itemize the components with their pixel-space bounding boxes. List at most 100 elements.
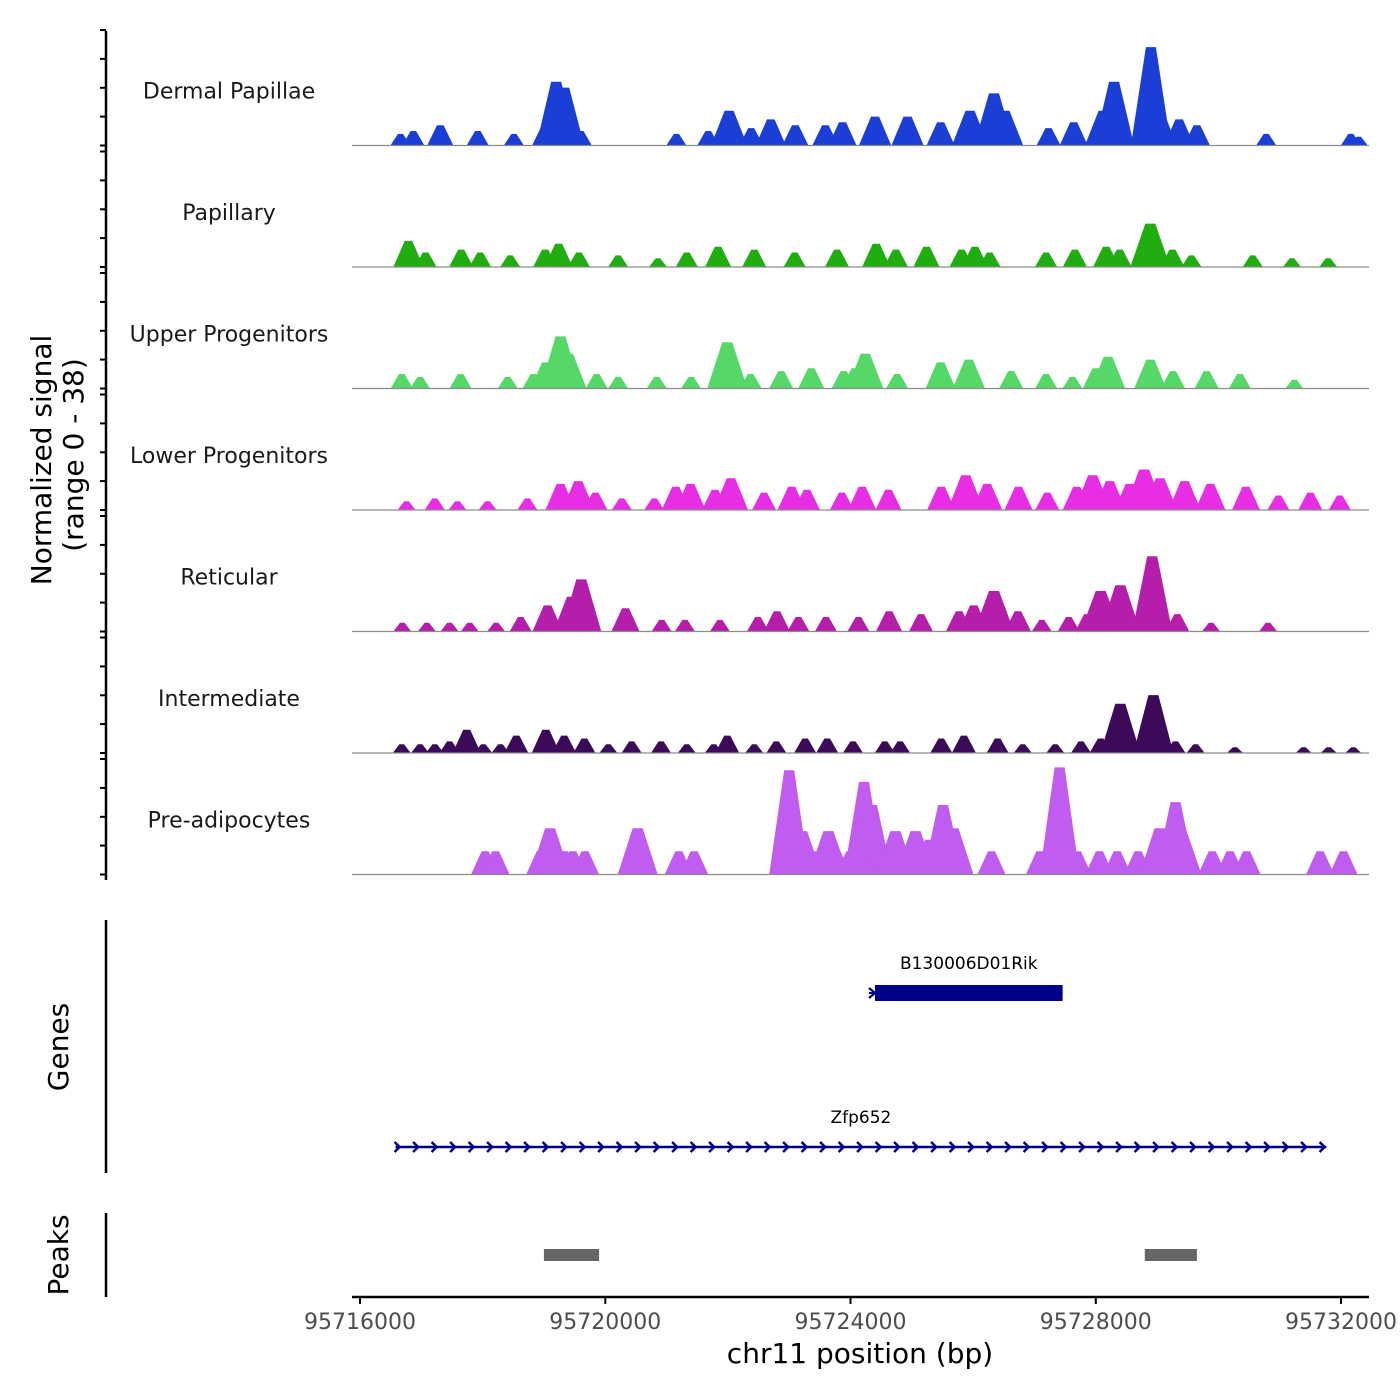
coverage-peak [947,475,984,510]
coverage-peak [1285,379,1304,389]
coverage-peak [766,741,787,753]
strand-chevron [689,1141,698,1153]
strand-chevron [652,1141,661,1153]
coverage-peak [1004,611,1031,632]
coverage-peak [1195,483,1226,510]
coverage-peak [1133,695,1174,753]
coverage-peak [1228,374,1251,389]
coverage-peak [1329,851,1358,875]
coverage-peak [675,483,706,510]
coverage-peak [1164,119,1195,146]
strand-chevron [578,1141,587,1153]
coverage-peak [424,498,445,510]
gene-zfp652: Zfp652 [393,1108,1327,1153]
coverage-peak [621,741,642,753]
coverage-peak [1100,703,1141,753]
coverage-peak [503,133,524,146]
strand-chevron [1170,1141,1179,1153]
track-label: Reticular [180,566,278,591]
coverage-peak [675,252,698,267]
coverage-peak [891,116,924,146]
coverage-peak [986,738,1009,753]
coverage-peak [858,116,892,146]
coverage-peak [417,622,436,632]
coverage-peak [583,492,608,510]
strand-chevron [449,1141,457,1153]
coverage-peak [1031,619,1052,632]
coverage-peak [755,119,786,146]
strand-chevron [874,1141,883,1153]
coverage-peak [1328,495,1351,510]
coverage-peak [707,342,748,389]
coverage-peak [828,122,857,146]
coverage-peak [449,249,474,267]
track-upper-progenitors: Upper Progenitors [130,323,1369,390]
coverage-peak [951,735,976,753]
coverage-peak [677,744,696,753]
coverage-peak [1071,741,1092,753]
coverage-peak [617,828,658,875]
coverage-peak [886,374,909,389]
coverage-peak [1282,258,1301,267]
coverage-peak [848,486,877,510]
x-axis: 95716000 95720000 95724000 95728000 95732000… [304,1295,1397,1370]
coverage-peak [517,498,538,510]
track-label: Lower Progenitors [130,444,328,469]
coverage-peak [611,608,640,632]
x-axis-ticks: 95716000 95720000 95724000 95728000 95732000 [304,1297,1397,1335]
coverage-peak [787,617,810,632]
coverage-peak [393,622,412,632]
strand-chevron [967,1141,975,1153]
track-label: Upper Progenitors [130,323,329,348]
coverage-peak [1242,255,1263,267]
x-tick-label: 95728000 [1040,1310,1152,1335]
strand-chevron [985,1141,994,1153]
coverage-peak [1062,376,1083,389]
coverage-peak [674,619,695,632]
strand-chevron [948,1141,957,1153]
coverage-peak [1013,744,1032,753]
coverage-peak [933,828,974,875]
coverage-peak [599,744,618,753]
coverage-peak [794,738,817,753]
peaks-panel: Peaks [42,1213,1197,1297]
coverage-peak [842,741,863,753]
coverage-peak [713,478,749,510]
coverage-peak [469,252,492,267]
strand-chevron [1207,1141,1216,1153]
coverage-peak [1130,223,1171,267]
coverage-peak [1256,133,1277,146]
strand-chevron [597,1141,605,1153]
coverage-peak [883,249,908,267]
genes-panel-title: Genes [42,1003,75,1091]
coverage-peak [440,622,459,632]
coverage-peak [1062,249,1087,267]
coverage-peak [393,240,424,267]
coverage-peak [1036,128,1061,146]
coverage-peak [746,617,769,632]
coverage-peak [425,744,444,753]
strand-chevron [671,1141,679,1153]
coverage-peak [793,489,821,510]
coverage-peak [1035,492,1060,510]
track-label: Dermal Papillae [143,80,315,105]
coverage-peak [1267,495,1290,510]
coverage-peak [561,579,602,632]
strand-chevron [615,1141,624,1153]
coverage-peak [783,252,806,267]
coverage-peak [814,617,837,632]
coverage-peak [1103,851,1132,875]
coverage-peak [926,122,955,146]
strand-chevron [486,1141,494,1153]
strand-chevron [745,1141,753,1153]
gene-label: Zfp652 [830,1108,891,1128]
coverage-peak [952,359,985,389]
coverage-peak [705,246,732,267]
coverage-peak [1046,744,1065,753]
strand-chevron [763,1141,772,1153]
coverage-peak [1226,747,1243,753]
strand-chevron [634,1141,642,1153]
track-label: Intermediate [158,687,300,712]
coverage-peak [913,246,940,267]
x-tick-label: 95716000 [304,1310,416,1335]
